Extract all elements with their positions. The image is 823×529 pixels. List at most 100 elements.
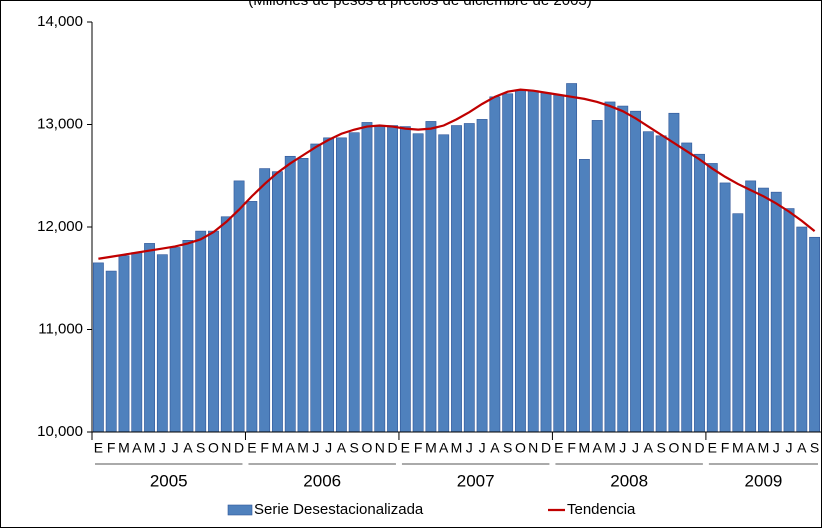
bar <box>387 125 398 433</box>
bar <box>182 240 194 433</box>
bar <box>105 270 117 433</box>
x-tick-label: A <box>132 440 142 456</box>
x-tick-label: A <box>490 440 500 456</box>
chart-subtitle: (Millones de pesos a precios de diciembr… <box>248 0 592 9</box>
bar <box>617 105 629 433</box>
bar <box>463 123 475 433</box>
x-tick-label: O <box>362 440 373 456</box>
bar <box>591 120 603 433</box>
bar <box>310 143 322 433</box>
x-tick-label: F <box>260 440 269 456</box>
bar <box>578 159 590 433</box>
bar <box>553 94 565 433</box>
y-tick-label: 10,000 <box>37 423 83 440</box>
x-tick-label: F <box>721 440 730 456</box>
y-tick-label: 11,000 <box>38 320 83 337</box>
bar <box>438 134 450 433</box>
x-tick-label: E <box>708 440 717 456</box>
bar <box>796 226 808 433</box>
x-tick-label: E <box>401 440 410 456</box>
bar <box>745 180 757 433</box>
bar <box>259 168 271 433</box>
bar <box>758 187 769 433</box>
x-tick-label: J <box>479 440 486 456</box>
x-tick-label: J <box>172 440 179 456</box>
bar <box>668 112 680 433</box>
bar <box>566 83 578 433</box>
bar <box>246 201 258 433</box>
bar <box>195 230 207 433</box>
trend-line <box>98 88 816 260</box>
legend-label: Serie Desestacionalizada <box>254 501 424 518</box>
bar <box>694 153 705 433</box>
x-tick-label: A <box>746 440 756 456</box>
x-tick-label: D <box>387 440 397 456</box>
bar <box>118 255 130 433</box>
bar <box>272 171 283 433</box>
x-tick-label: O <box>668 440 679 456</box>
y-tick-label: 12,000 <box>37 218 83 235</box>
x-tick-label: A <box>593 440 603 456</box>
x-tick-label: F <box>107 440 116 456</box>
x-tick-label: A <box>439 440 449 456</box>
bar <box>681 142 693 433</box>
x-tick-label: O <box>515 440 526 456</box>
x-tick-label: F <box>414 440 423 456</box>
legend-swatch <box>227 504 253 516</box>
x-tick-label: S <box>196 440 205 456</box>
year-label: 2007 <box>457 471 495 490</box>
bar <box>297 158 309 433</box>
year-label: 2005 <box>150 471 188 490</box>
bar <box>156 254 168 433</box>
bar <box>412 133 424 433</box>
bar <box>374 126 386 433</box>
bar <box>131 252 143 433</box>
legend-label: Tendencia <box>567 501 636 518</box>
y-tick-label: 13,000 <box>37 115 83 132</box>
bar <box>604 101 616 433</box>
bar <box>527 90 539 433</box>
bar <box>809 236 821 433</box>
year-label: 2009 <box>745 471 783 490</box>
bar <box>208 230 219 433</box>
bar <box>630 110 641 433</box>
bar <box>361 122 373 433</box>
bar <box>706 163 718 433</box>
x-tick-label: A <box>183 440 193 456</box>
x-tick-label: M <box>604 440 616 456</box>
bar <box>323 137 335 433</box>
x-tick-label: D <box>694 440 704 456</box>
x-tick-label: A <box>644 440 654 456</box>
x-tick-label: M <box>425 440 437 456</box>
x-tick-label: S <box>810 440 819 456</box>
year-label: 2008 <box>610 471 648 490</box>
bar <box>425 121 437 433</box>
x-tick-label: N <box>682 440 692 456</box>
x-tick-label: M <box>272 440 284 456</box>
bar <box>451 125 462 433</box>
bar <box>655 135 667 433</box>
x-tick-label: S <box>350 440 359 456</box>
x-tick-label: S <box>656 440 665 456</box>
bar <box>284 155 296 433</box>
bar <box>335 137 347 433</box>
x-tick-label: A <box>797 440 807 456</box>
bar <box>476 119 488 433</box>
y-tick-label: 14,000 <box>37 13 83 30</box>
x-tick-label: M <box>144 440 156 456</box>
x-tick-label: E <box>554 440 563 456</box>
x-tick-label: M <box>579 440 591 456</box>
bar <box>144 243 155 433</box>
x-tick-label: M <box>732 440 744 456</box>
bar <box>732 213 744 433</box>
bar <box>92 262 104 433</box>
bar <box>540 92 552 433</box>
x-tick-label: D <box>541 440 551 456</box>
x-tick-label: A <box>337 440 347 456</box>
bar <box>642 131 654 433</box>
bar <box>719 182 731 433</box>
bar <box>489 96 501 433</box>
bar <box>233 180 245 433</box>
x-tick-label: M <box>297 440 309 456</box>
